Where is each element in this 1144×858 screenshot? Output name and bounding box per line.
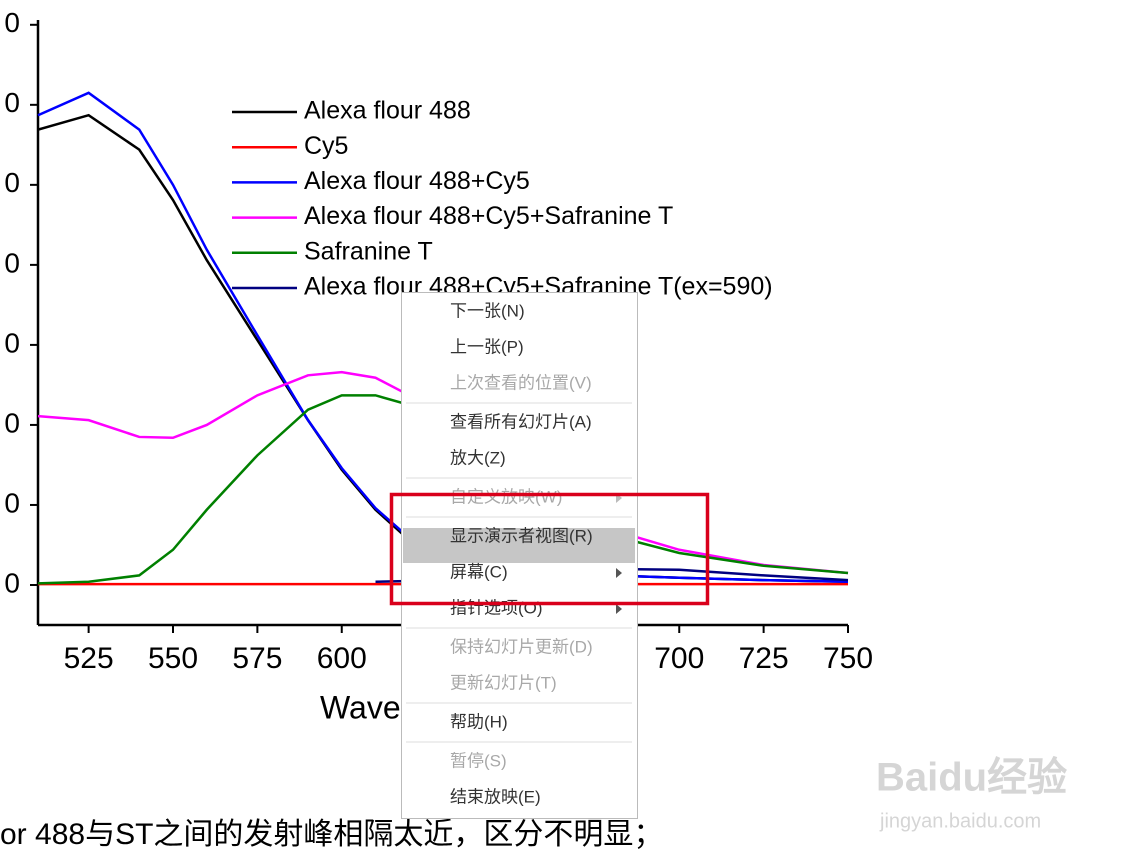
watermark-logo: Baidu经验: [876, 756, 1067, 800]
menu-item[interactable]: 帮助(H): [450, 712, 508, 731]
y-tick-label: 0: [4, 247, 20, 278]
x-axis-label: Wave: [320, 689, 401, 725]
highlight-box: [389, 492, 710, 606]
caption: or 488与ST之间的发射峰相隔太近，区分不明显；: [0, 818, 663, 851]
x-tick-label: 725: [739, 642, 789, 675]
y-tick-label: 0: [4, 167, 20, 198]
submenu-arrow: [616, 604, 622, 614]
menu-item: 保持幻灯片更新(D): [450, 637, 593, 656]
legend-label: Alexa flour 488+Cy5: [304, 167, 530, 195]
menu-item: 更新幻灯片(T): [450, 673, 557, 692]
menu-item[interactable]: 查看所有幻灯片(A): [450, 412, 592, 431]
legend-label: Cy5: [304, 132, 348, 160]
chart: 00000000525550575600625650675700725750Wa…: [4, 7, 873, 725]
x-tick-label: 550: [148, 642, 198, 675]
context-menu: 下一张(N) 上一张(P) 上次查看的位置(V) 查看所有幻灯片(A) 放大(Z) 自定义…: [401, 292, 638, 819]
y-tick-label: 0: [4, 87, 20, 118]
series-line: [37, 394, 849, 585]
menu-item[interactable]: 上一张(P): [450, 337, 524, 356]
x-tick-label: 750: [823, 642, 873, 675]
menu-item[interactable]: 屏幕(C): [450, 562, 508, 581]
legend-label: Alexa flour 488: [304, 97, 471, 125]
legend-label: Safranine T: [304, 237, 433, 265]
menu-item[interactable]: 结束放映(E): [450, 787, 541, 806]
menu-item-highlight: [403, 528, 635, 563]
series-line: [37, 370, 849, 575]
watermark: Baidu经验 jingyan.baidu.com: [876, 756, 1067, 833]
menu-item: 上次查看的位置(V): [450, 373, 592, 392]
x-tick-label: 575: [232, 642, 282, 675]
x-tick-label: 600: [317, 642, 367, 675]
x-tick-label: 525: [64, 642, 114, 675]
submenu-arrow: [616, 568, 622, 578]
y-tick-label: 0: [4, 487, 20, 518]
legend-label: Alexa flour 488+Cy5+Safranine T: [304, 202, 673, 230]
series-line: [37, 91, 849, 584]
menu-item: 暂停(S): [450, 751, 507, 770]
menu-item[interactable]: 下一张(N): [450, 301, 525, 320]
y-tick-label: 0: [4, 327, 20, 358]
y-tick-label: 0: [4, 7, 20, 38]
watermark-url: jingyan.baidu.com: [879, 810, 1041, 832]
y-tick-label: 0: [4, 567, 20, 598]
menu-item[interactable]: 放大(Z): [450, 448, 506, 467]
menu-item[interactable]: 显示演示者视图(R): [450, 526, 593, 545]
y-tick-label: 0: [4, 407, 20, 438]
x-tick-label: 700: [654, 642, 704, 675]
menu-item: 自定义放映(W): [450, 487, 562, 506]
menu-item[interactable]: 指针选项(O): [450, 598, 543, 617]
